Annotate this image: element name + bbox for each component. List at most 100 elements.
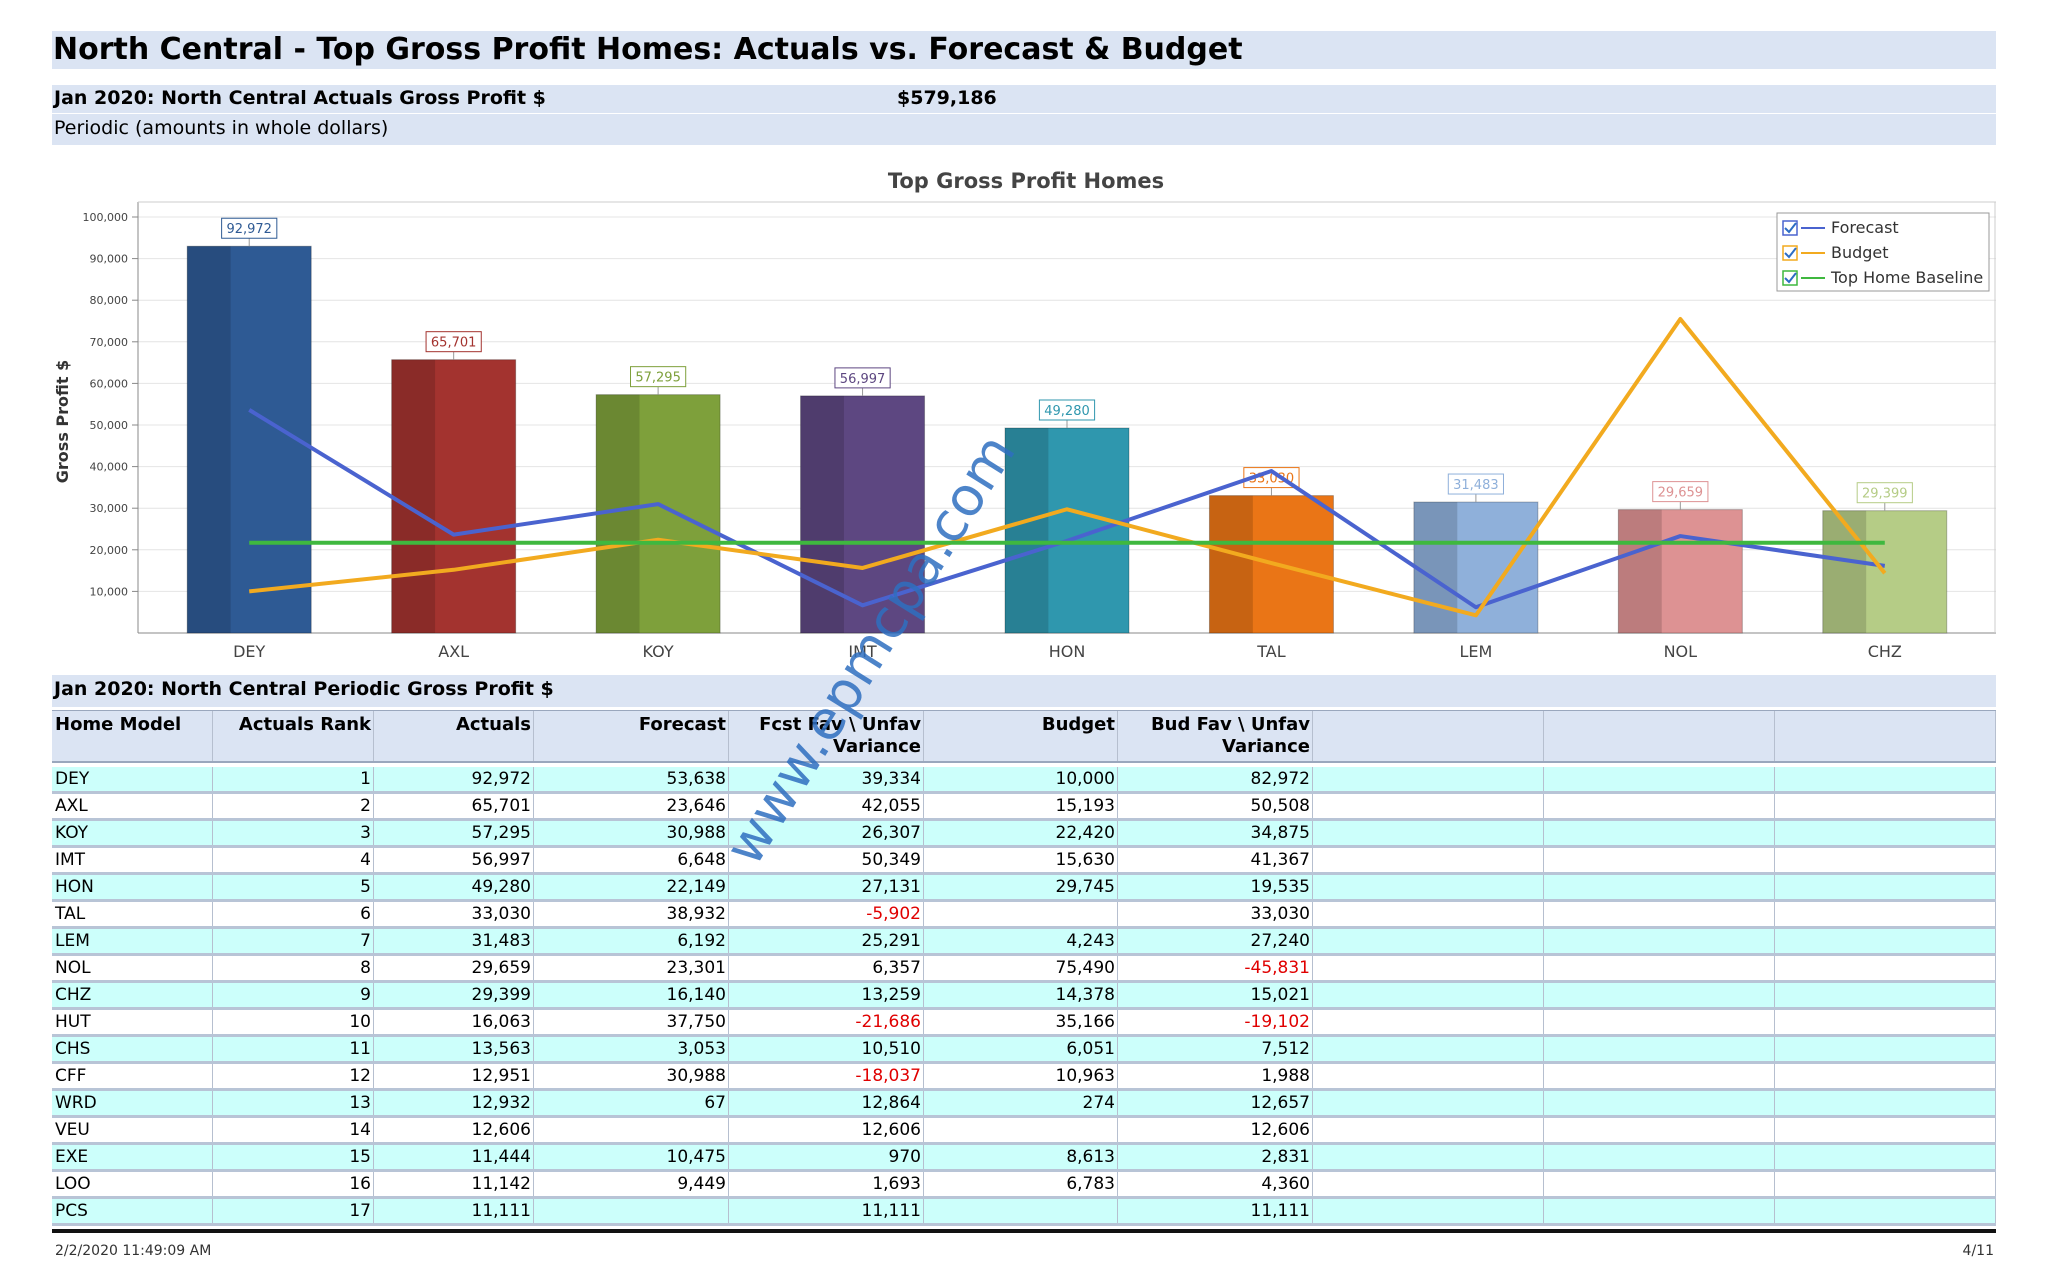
table-cell xyxy=(1313,1172,1544,1196)
report-title-band: North Central - Top Gross Profit Homes: … xyxy=(52,31,1996,69)
legend-checkbox xyxy=(1782,220,1798,236)
table-cell: 274 xyxy=(924,1091,1118,1115)
table-cell: 13,563 xyxy=(374,1037,534,1061)
table-cell: 3 xyxy=(213,821,374,845)
table-row: CFF 12 12,951 30,988 -18,037 10,963 1,988 xyxy=(52,1064,1996,1091)
kpi-label: Jan 2020: North Central Actuals Gross Pr… xyxy=(54,87,546,109)
table-cell: 6,357 xyxy=(729,956,924,980)
table-cell: DEY xyxy=(52,767,213,791)
check-icon xyxy=(1784,247,1797,259)
column-header: Bud Fav \ Unfav Variance xyxy=(1118,711,1313,761)
table-cell: 11,111 xyxy=(374,1199,534,1223)
table-cell: 49,280 xyxy=(374,875,534,899)
table-cell: 16,063 xyxy=(374,1010,534,1034)
table-cell: 33,030 xyxy=(374,902,534,926)
table-cell xyxy=(1313,875,1544,899)
table-row: AXL 2 65,701 23,646 42,055 15,193 50,508 xyxy=(52,794,1996,821)
table-cell: 1 xyxy=(213,767,374,791)
table-cell: 12,932 xyxy=(374,1091,534,1115)
table-cell: 82,972 xyxy=(1118,767,1313,791)
table-cell xyxy=(1544,1199,1775,1223)
table-cell xyxy=(1775,929,1996,953)
table-cell: 15 xyxy=(213,1145,374,1169)
table-cell: 9 xyxy=(213,983,374,1007)
bar-shade xyxy=(1005,427,1049,633)
x-tick-label: NOL xyxy=(1664,642,1698,661)
table-cell xyxy=(1313,1118,1544,1142)
check-icon xyxy=(1784,272,1797,284)
table-cell: 22,420 xyxy=(924,821,1118,845)
table-cell: 42,055 xyxy=(729,794,924,818)
table-cell: VEU xyxy=(52,1118,213,1142)
data-label: 57,295 xyxy=(635,371,681,386)
table-cell: 65,701 xyxy=(374,794,534,818)
y-tick-label: 50,000 xyxy=(90,419,129,432)
table-section-title: Jan 2020: North Central Periodic Gross P… xyxy=(54,678,554,700)
table-cell: 22,149 xyxy=(534,875,729,899)
table-cell xyxy=(1313,983,1544,1007)
table-cell: IMT xyxy=(52,848,213,872)
table-cell xyxy=(1544,1064,1775,1088)
table-cell xyxy=(1313,1010,1544,1034)
table-cell: 9,449 xyxy=(534,1172,729,1196)
table-row: EXE 15 11,444 10,475 970 8,613 2,831 xyxy=(52,1145,1996,1172)
table-cell: 34,875 xyxy=(1118,821,1313,845)
check-icon xyxy=(1784,222,1797,234)
legend-checkbox xyxy=(1782,245,1798,261)
table-cell: CHZ xyxy=(52,983,213,1007)
table-cell xyxy=(1544,1010,1775,1034)
table-cell: TAL xyxy=(52,902,213,926)
table-cell: 7 xyxy=(213,929,374,953)
table-cell: 75,490 xyxy=(924,956,1118,980)
y-tick-label: 10,000 xyxy=(90,585,129,598)
table-cell: 15,630 xyxy=(924,848,1118,872)
legend-label: Forecast xyxy=(1831,218,1899,237)
data-label: 49,280 xyxy=(1044,404,1090,419)
table-cell: 50,508 xyxy=(1118,794,1313,818)
legend-label: Top Home Baseline xyxy=(1830,268,1983,287)
table-cell xyxy=(1775,983,1996,1007)
table-cell xyxy=(1544,956,1775,980)
table-cell: 6,648 xyxy=(534,848,729,872)
bar-shade xyxy=(1618,509,1662,633)
table-row: TAL 6 33,030 38,932 -5,902 33,030 xyxy=(52,902,1996,929)
table-cell: 11,111 xyxy=(729,1199,924,1223)
table-cell: 4,243 xyxy=(924,929,1118,953)
table-cell xyxy=(1544,767,1775,791)
bar-shade xyxy=(391,359,436,633)
table-cell: 31,483 xyxy=(374,929,534,953)
table-cell xyxy=(1544,848,1775,872)
y-tick-label: 30,000 xyxy=(90,502,129,515)
table-cell: 29,745 xyxy=(924,875,1118,899)
table-cell xyxy=(1313,1091,1544,1115)
table-cell: AXL xyxy=(52,794,213,818)
table-cell: 7,512 xyxy=(1118,1037,1313,1061)
table-cell xyxy=(1544,794,1775,818)
table-cell: 970 xyxy=(729,1145,924,1169)
table-header: Home Model Actuals Rank Actuals Forecast Fcs… xyxy=(52,710,1996,763)
table-cell xyxy=(924,902,1118,926)
table-cell: KOY xyxy=(52,821,213,845)
table-cell xyxy=(1544,902,1775,926)
table-row: DEY 1 92,972 53,638 39,334 10,000 82,972 xyxy=(52,767,1996,794)
table-cell: 30,988 xyxy=(534,1064,729,1088)
table-cell: 29,399 xyxy=(374,983,534,1007)
data-label: 33,030 xyxy=(1249,472,1295,487)
y-tick-label: 60,000 xyxy=(90,377,129,390)
x-tick-label: IMT xyxy=(848,642,877,661)
table-cell xyxy=(1313,821,1544,845)
column-header: Forecast xyxy=(534,711,729,761)
data-label-box xyxy=(221,217,278,239)
table-cell: 10,510 xyxy=(729,1037,924,1061)
table-cell: 8,613 xyxy=(924,1145,1118,1169)
bar xyxy=(1004,427,1130,634)
table-cell: 6 xyxy=(213,902,374,926)
table-cell: 23,301 xyxy=(534,956,729,980)
table-cell xyxy=(1544,929,1775,953)
table-cell: -19,102 xyxy=(1118,1010,1313,1034)
gross-profit-chart: Top Gross Profit Homes 10,000 20,000 30,000… xyxy=(53,169,1996,661)
data-label-box xyxy=(1652,481,1709,503)
table-cell: 53,638 xyxy=(534,767,729,791)
y-tick-label: 80,000 xyxy=(90,294,129,307)
